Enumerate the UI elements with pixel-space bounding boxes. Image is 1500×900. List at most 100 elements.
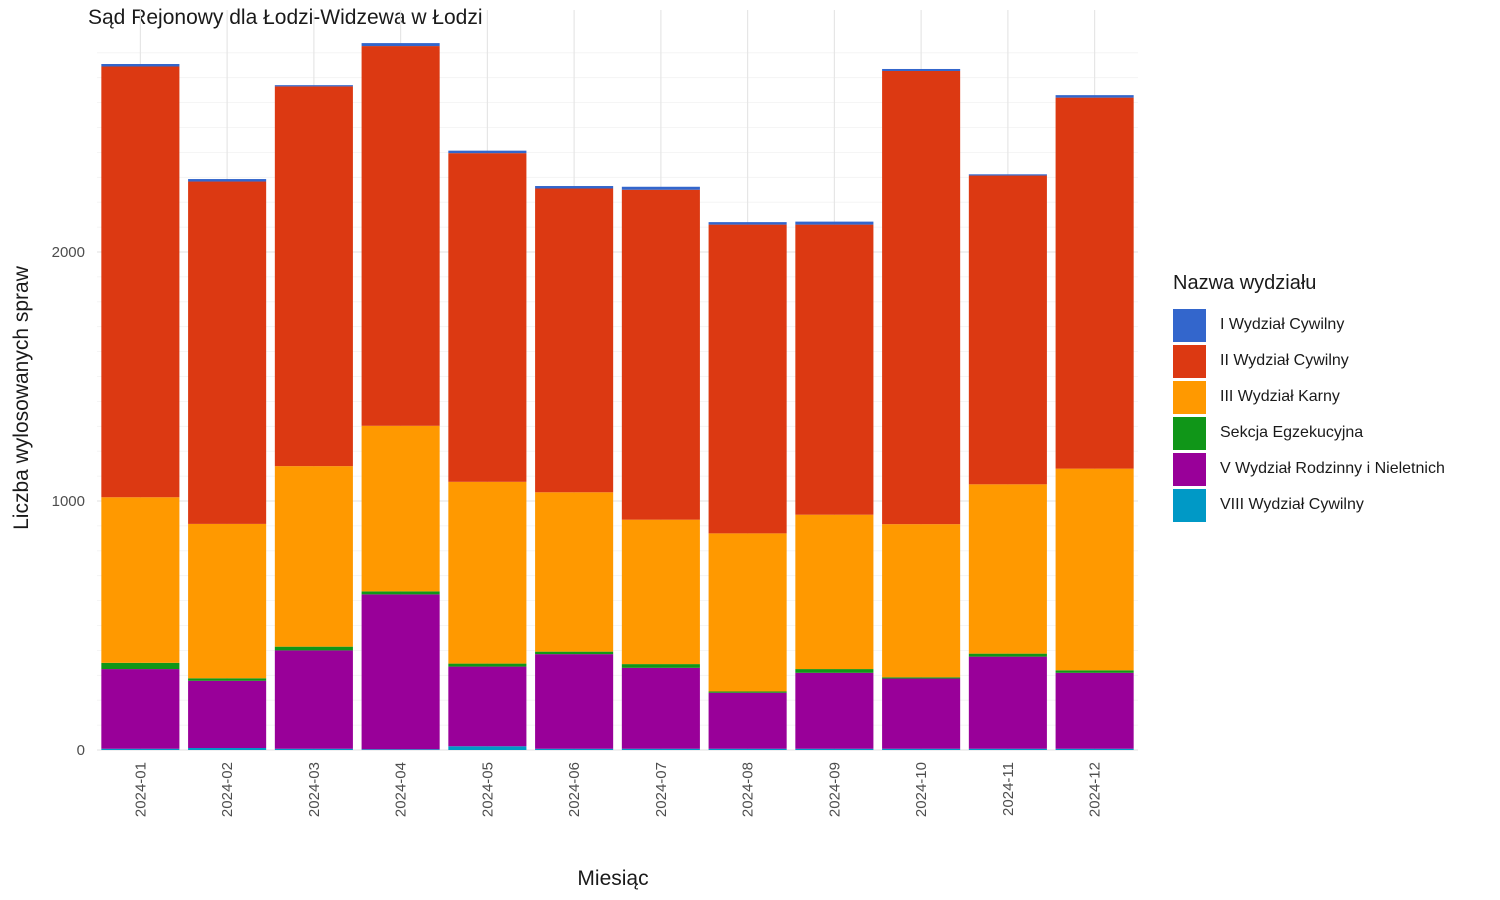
legend-label: III Wydział Karny <box>1220 388 1340 405</box>
bar-segment <box>448 153 527 482</box>
bar-segment <box>1055 672 1134 749</box>
bar-segment <box>535 188 614 493</box>
legend-swatch <box>1173 488 1206 522</box>
x-tick-label: 2024-12 <box>1087 762 1104 817</box>
bar-segment <box>795 748 874 750</box>
x-tick-label: 2024-09 <box>826 762 843 817</box>
legend-label: VIII Wydział Cywilny <box>1220 496 1364 513</box>
legend-swatch <box>1173 308 1206 342</box>
legend-swatch <box>1173 416 1206 450</box>
bar-segment <box>188 748 267 750</box>
bar-segment <box>708 692 787 749</box>
bar-segment <box>621 748 700 750</box>
bar-segment <box>621 189 700 520</box>
x-tick-label: 2024-05 <box>479 762 496 817</box>
bar-stack-2024-09 <box>795 221 874 750</box>
bar-segment <box>274 748 353 750</box>
bar-stack-2024-02 <box>188 179 267 750</box>
bar-stack-2024-11 <box>968 174 1047 750</box>
bar-segment <box>448 666 527 747</box>
chart-title: Sąd Rejonowy dla Łodzi-Widzewa w Łodzi <box>88 6 483 29</box>
legend-title: Nazwa wydziału <box>1173 272 1317 294</box>
x-tick-label: 2024-01 <box>132 762 149 817</box>
bar-segment <box>188 179 267 182</box>
bar-segment <box>1055 468 1134 671</box>
bar-segment <box>361 594 440 750</box>
bar-stack-2024-05 <box>448 150 527 750</box>
bar-segment <box>968 484 1047 654</box>
bar-segment <box>448 150 527 154</box>
bar-segment <box>1055 670 1134 673</box>
bar-segment <box>188 181 267 524</box>
bar-segment <box>188 678 267 681</box>
bar-segment <box>1055 97 1134 469</box>
bar-segment <box>1055 95 1134 98</box>
bar-segment <box>361 425 440 592</box>
bar-segment <box>188 523 267 679</box>
bar-segment <box>274 646 353 651</box>
bar-segment <box>968 748 1047 750</box>
bar-segment <box>708 224 787 534</box>
legend-swatch <box>1173 344 1206 378</box>
bar-segment <box>1055 748 1134 750</box>
bar-segment <box>795 672 874 749</box>
x-tick-label: 2024-10 <box>913 762 930 817</box>
bar-stack-2024-06 <box>535 186 614 750</box>
bar-segment <box>361 43 440 47</box>
bar-segment <box>621 667 700 749</box>
bar-segment <box>274 85 353 87</box>
bar-segment <box>968 653 1047 657</box>
legend-swatch <box>1173 452 1206 486</box>
bar-segment <box>188 680 267 749</box>
bar-segment <box>535 186 614 189</box>
bar-segment <box>795 669 874 673</box>
bar-segment <box>274 86 353 467</box>
bar-segment <box>882 68 961 71</box>
legend-swatch <box>1173 380 1206 414</box>
legend: Nazwa wydziału I Wydział Cywilny II Wydzi… <box>1173 272 1445 523</box>
bar-stack-2024-12 <box>1055 95 1134 750</box>
y-tick-label: 0 <box>77 742 85 759</box>
x-tick-label: 2024-08 <box>740 762 757 817</box>
bar-segment <box>621 664 700 668</box>
bar-segment <box>882 70 961 525</box>
bar-segment <box>448 481 527 664</box>
legend-label: Sekcja Egzekucyjna <box>1220 424 1364 441</box>
bar-segment <box>448 746 527 750</box>
y-tick-label: 1000 <box>52 493 85 510</box>
x-tick-label: 2024-07 <box>653 762 670 817</box>
legend-item: Sekcja Egzekucyjna <box>1173 415 1445 451</box>
bar-segment <box>968 656 1047 749</box>
bar-stack-2024-07 <box>621 186 700 750</box>
bar-segment <box>708 533 787 692</box>
legend-label: V Wydział Rodzinny i Nieletnich <box>1220 460 1445 477</box>
bar-segment <box>795 221 874 225</box>
bar-segment <box>448 663 527 667</box>
bar-segment <box>882 524 961 678</box>
bar-segment <box>535 651 614 655</box>
bar-segment <box>101 748 180 750</box>
bar-segment <box>882 678 961 749</box>
x-tick-label: 2024-02 <box>219 762 236 817</box>
bar-segment <box>708 691 787 693</box>
y-tick-label: 2000 <box>52 244 85 261</box>
x-tick-label: 2024-04 <box>393 762 410 817</box>
legend-label: I Wydział Cywilny <box>1220 316 1345 333</box>
bar-segment <box>101 64 180 67</box>
bar-segment <box>621 519 700 665</box>
bar-segment <box>274 650 353 749</box>
x-tick-label: 2024-03 <box>306 762 323 817</box>
bar-stack-2024-10 <box>882 68 961 750</box>
bar-segment <box>882 677 961 679</box>
bar-segment <box>361 591 440 595</box>
legend-item: VIII Wydział Cywilny <box>1173 487 1445 523</box>
bar-segment <box>708 748 787 750</box>
legend-label: II Wydział Cywilny <box>1220 352 1349 369</box>
bar-segment <box>795 224 874 515</box>
y-axis-title: Liczba wylosowanych spraw <box>10 265 33 530</box>
bar-segment <box>535 748 614 750</box>
bar-segment <box>708 222 787 225</box>
legend-item: II Wydział Cywilny <box>1173 343 1445 379</box>
bar-segment <box>882 748 961 750</box>
bar-segment <box>274 466 353 647</box>
